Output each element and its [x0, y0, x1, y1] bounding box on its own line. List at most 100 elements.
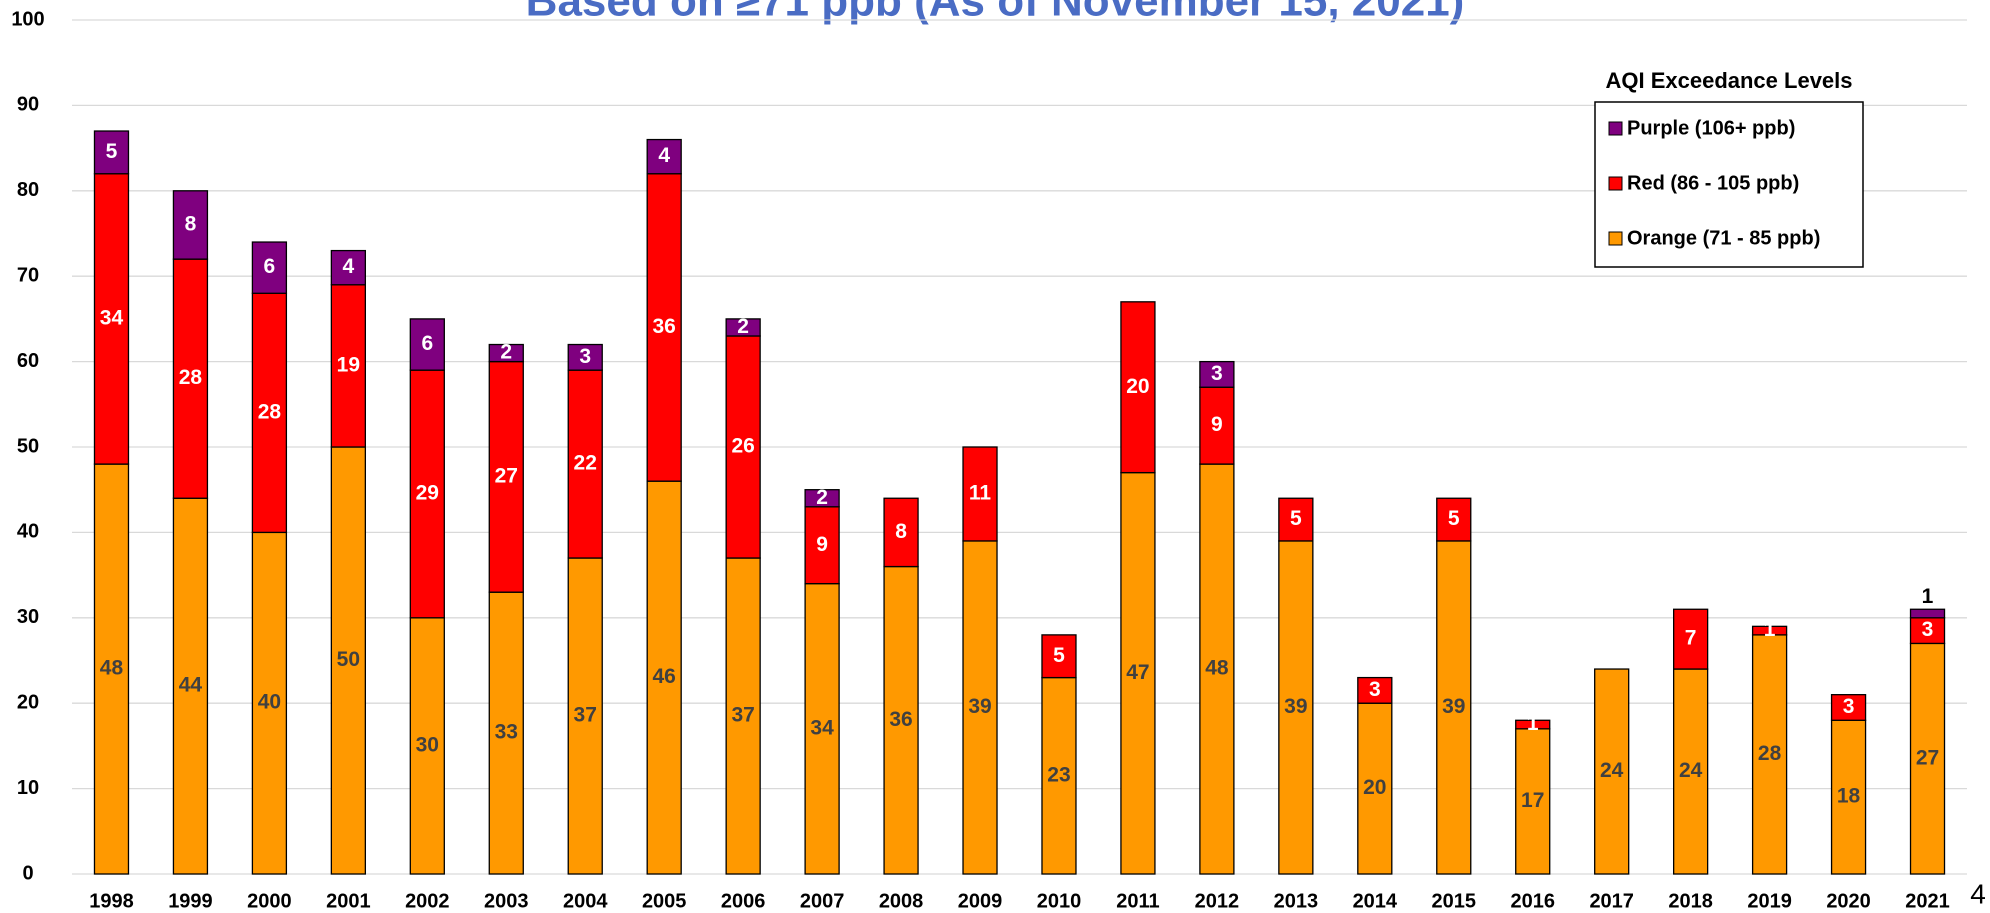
x-tick-label: 2001 — [326, 890, 371, 912]
x-tick-label: 2006 — [721, 890, 766, 912]
data-label: 6 — [264, 255, 276, 278]
bar-segment — [1909, 608, 1946, 619]
legend-swatch — [1608, 176, 1623, 191]
legend-swatch — [1608, 231, 1623, 246]
data-label: 11 — [969, 482, 992, 505]
bar-segment — [409, 617, 445, 875]
y-tick-label: 10 — [17, 777, 39, 799]
bar-segment — [567, 369, 603, 559]
data-label: 44 — [179, 674, 203, 697]
x-tick-label: 2011 — [1116, 890, 1159, 912]
data-label: 23 — [1047, 763, 1070, 786]
data-label: 5 — [1053, 644, 1065, 667]
data-label: 5 — [1290, 507, 1302, 530]
bar-segment — [251, 241, 288, 294]
bar-segment — [1751, 634, 1788, 875]
data-label: 8 — [185, 213, 197, 236]
data-label: 1 — [1922, 585, 1934, 608]
legend-swatch — [1608, 121, 1623, 136]
bar-segment — [1515, 728, 1551, 875]
bar-segment — [1120, 301, 1156, 474]
data-label: 7 — [1685, 627, 1697, 650]
bar-segment — [1278, 540, 1314, 875]
data-label: 47 — [1126, 661, 1149, 684]
legend-label: Purple (106+ ppb) — [1627, 117, 1795, 139]
data-label: 1 — [1527, 712, 1539, 735]
y-tick-label: 80 — [17, 179, 39, 201]
bar-segment — [1278, 497, 1314, 542]
data-label: 34 — [100, 306, 124, 329]
bar-segment — [804, 506, 840, 585]
data-label: 26 — [731, 435, 754, 458]
data-label: 28 — [258, 400, 282, 423]
bar-segment — [883, 497, 919, 568]
data-label: 28 — [1758, 742, 1782, 765]
y-tick-label: 100 — [11, 8, 44, 30]
bar-segment — [409, 318, 445, 371]
data-label: 5 — [1448, 507, 1460, 530]
x-tick-label: 2005 — [642, 890, 687, 912]
y-tick-label: 50 — [17, 435, 39, 457]
bar-segment — [330, 249, 367, 286]
bar-segment — [1594, 668, 1630, 875]
data-label: 39 — [1442, 695, 1465, 718]
data-label: 27 — [495, 464, 518, 487]
data-label: 36 — [889, 708, 912, 731]
bar-segment — [1515, 719, 1551, 730]
legend-title: AQI Exceedance Levels — [1605, 68, 1852, 93]
x-tick-label: 2015 — [1432, 890, 1477, 912]
bar-segment — [1909, 642, 1946, 875]
bar-segment — [1199, 360, 1235, 388]
data-label: 50 — [337, 648, 360, 671]
data-label: 28 — [179, 366, 203, 389]
x-tick-label: 2019 — [1747, 890, 1792, 912]
bar-segment — [804, 489, 840, 508]
data-label: 40 — [258, 691, 281, 714]
x-tick-label: 2013 — [1274, 890, 1319, 912]
bar-segment — [1120, 471, 1156, 875]
chart-title: Based on ≥71 ppb (As of November 15, 202… — [526, 0, 1465, 26]
data-label: 2 — [816, 486, 828, 509]
y-tick-label: 0 — [22, 862, 33, 884]
y-tick-label: 90 — [17, 94, 39, 116]
data-label: 5 — [106, 140, 118, 163]
x-tick-label: 2017 — [1589, 890, 1634, 912]
bar-segment — [330, 284, 367, 448]
bar-segment — [725, 557, 761, 875]
bar-segment — [1436, 540, 1472, 875]
data-label: 24 — [1600, 759, 1624, 782]
bar-segment — [1357, 676, 1393, 704]
bar-segment — [962, 446, 998, 542]
legend-box — [1594, 101, 1864, 268]
x-tick-label: 1999 — [168, 890, 213, 912]
x-tick-label: 2000 — [247, 890, 292, 912]
x-tick-label: 2018 — [1668, 890, 1713, 912]
data-label: 3 — [1843, 695, 1855, 718]
bar-segment — [567, 557, 603, 875]
data-label: 48 — [100, 657, 124, 680]
data-label: 20 — [1126, 375, 1149, 398]
data-label: 4 — [343, 255, 355, 278]
data-label: 9 — [1211, 413, 1223, 436]
x-tick-label: 2010 — [1037, 890, 1082, 912]
y-tick-label: 40 — [17, 521, 39, 543]
bar-segment — [725, 318, 761, 337]
data-label: 30 — [416, 733, 439, 756]
data-label: 24 — [1679, 759, 1703, 782]
data-label: 29 — [416, 482, 439, 505]
bar-segment — [488, 591, 524, 875]
data-label: 37 — [731, 704, 754, 727]
bar-segment — [567, 343, 603, 371]
data-label: 18 — [1837, 785, 1861, 808]
x-tick-label: 2003 — [484, 890, 529, 912]
data-label: 36 — [653, 315, 676, 338]
data-label: 39 — [968, 695, 991, 718]
data-label: 3 — [1922, 618, 1934, 641]
data-label: 3 — [1369, 678, 1381, 701]
bar-segment — [1672, 668, 1709, 875]
y-tick-label: 20 — [17, 691, 39, 713]
data-label: 17 — [1521, 789, 1544, 812]
data-label: 22 — [574, 452, 597, 475]
data-label: 4 — [658, 144, 670, 167]
